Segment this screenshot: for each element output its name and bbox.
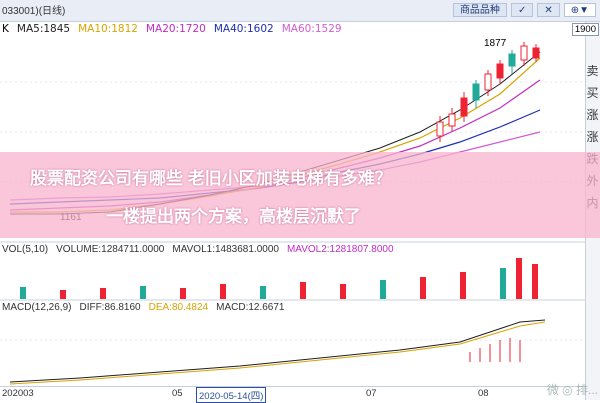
sidebar-buy[interactable]: 买 — [586, 86, 599, 100]
sidebar-sell[interactable]: 卖 — [586, 64, 599, 78]
vol-label: VOL(5,10) — [2, 244, 49, 255]
diff-value: DIFF:86.8160 — [79, 302, 141, 313]
headline-banner — [0, 152, 600, 238]
axis-label-08: 08 — [478, 388, 489, 399]
confirm-icon[interactable]: ✓ — [510, 3, 534, 17]
tab-commodity[interactable]: 商品品种 — [452, 3, 507, 17]
candles — [436, 42, 540, 142]
toolbar-tabs: 商品品种 ✓ ✕ ⊕▼ — [452, 3, 596, 17]
sidebar-rise[interactable]: 涨 — [586, 108, 599, 122]
macd-histogram — [469, 338, 521, 362]
dea-value: DEA:80.4824 — [148, 302, 209, 313]
macd-diff-line — [9, 319, 546, 383]
volume-legend: VOL(5,10) VOLUME:1284711.0000 MAVOL1:148… — [2, 244, 394, 255]
ma60-label: MA60:1529 — [281, 23, 342, 35]
zoom-menu-icon[interactable]: ⊕▼ — [563, 3, 596, 17]
macd-dea-line — [9, 321, 546, 385]
volume-value: VOLUME:1284711.0000 — [56, 244, 165, 255]
macd-value: MACD:12.6671 — [216, 302, 285, 313]
ma40-label: MA40:1602 — [213, 23, 274, 35]
volume-bars — [20, 258, 538, 299]
axis-selected-date[interactable]: 2020-05-14(四) — [196, 387, 267, 403]
ma20-label: MA20:1720 — [145, 23, 206, 35]
toolbar: 033001)(日线) 商品品种 ✓ ✕ ⊕▼ — [0, 0, 600, 22]
close-icon[interactable]: ✕ — [537, 3, 560, 17]
ma-k-label: K — [2, 23, 9, 35]
axis-label-07: 07 — [366, 388, 377, 399]
stock-code: 033001)(日线) — [2, 6, 66, 17]
mavol2-value: MAVOL2:1281807.8000 — [286, 244, 394, 255]
headline-line-2: 一楼提出两个方案，高楼层沉默了 — [106, 207, 361, 226]
axis-label-05: 05 — [172, 388, 183, 399]
macd-legend: MACD(12,26,9) DIFF:86.8160 DEA:80.4824 M… — [2, 302, 285, 313]
mavol1-value: MAVOL1:1483681.0000 — [172, 244, 279, 255]
time-axis: 202003 05 2020-05-14(四) 07 08 — [0, 386, 585, 403]
headline-line-1: 股票配资公司有哪些 老旧小区加装电梯有多难？ — [30, 169, 392, 188]
ma10-label: MA10:1812 — [78, 23, 138, 35]
ma5-label: MA5:1845 — [16, 23, 71, 35]
price-high-label: 1877 — [484, 38, 507, 49]
current-value-box: 1900 — [571, 23, 599, 36]
axis-label-202003: 202003 — [2, 388, 34, 399]
watermark: 微 ◎ 排... — [546, 383, 598, 397]
ma-legend: K MA5:1845 MA10:1812 MA20:1720 MA40:1602… — [2, 22, 342, 36]
macd-label: MACD(12,26,9) — [2, 302, 72, 313]
sidebar-rise-2[interactable]: 涨 — [586, 130, 599, 144]
